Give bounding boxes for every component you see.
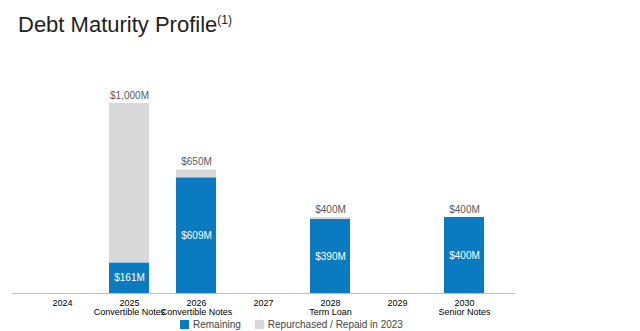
svg-text:$400M: $400M: [449, 204, 480, 215]
svg-text:2026Convertible Notes: 2026Convertible Notes: [161, 298, 233, 317]
svg-text:2027: 2027: [253, 298, 273, 308]
html-text:Remaining: Remaining: [193, 318, 241, 330]
svg-text:$161M: $161M: [114, 272, 145, 283]
html-text:Debt Maturity Profile(1): Debt Maturity Profile(1): [18, 12, 232, 37]
svg-text:2028Term Loan: 2028Term Loan: [309, 298, 352, 317]
svg-text:2029: 2029: [387, 298, 407, 308]
svg-text:$390M: $390M: [315, 251, 346, 262]
svg-text:$400M: $400M: [449, 250, 480, 261]
svg-text:$1,000M: $1,000M: [110, 90, 149, 101]
svg-text:2025Convertible Notes: 2025Convertible Notes: [94, 298, 166, 317]
html-text:Repurchased / Repaid in 2023: Repurchased / Repaid in 2023: [267, 318, 403, 330]
svg-text:$650M: $650M: [181, 156, 212, 167]
svg-text:$400M: $400M: [315, 204, 346, 215]
svg-text:2024: 2024: [52, 298, 72, 308]
svg-text:2030Senior Notes: 2030Senior Notes: [438, 298, 491, 317]
svg-text:$609M: $609M: [181, 230, 212, 241]
